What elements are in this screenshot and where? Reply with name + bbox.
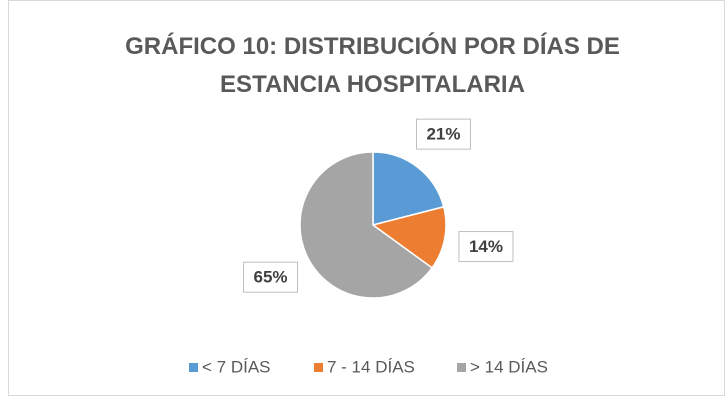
data-label: 21% xyxy=(426,125,460,144)
legend-label: > 14 DÍAS xyxy=(470,357,548,376)
data-label-box xyxy=(243,261,299,293)
legend-marker xyxy=(189,363,198,372)
legend-label: 7 - 14 DÍAS xyxy=(327,357,415,376)
data-label-box xyxy=(415,118,471,150)
legend-label: < 7 DÍAS xyxy=(202,357,271,376)
chart-title: GRÁFICO 10: DISTRIBUCIÓN POR DÍAS DE EST… xyxy=(125,33,620,98)
data-label: 14% xyxy=(469,237,503,256)
legend-marker xyxy=(314,363,323,372)
pie-slice xyxy=(372,151,445,226)
pie-slice xyxy=(371,205,447,269)
data-label-box xyxy=(458,231,514,263)
data-label: 65% xyxy=(254,268,288,287)
pie-slice xyxy=(299,151,434,299)
legend-marker xyxy=(457,363,466,372)
